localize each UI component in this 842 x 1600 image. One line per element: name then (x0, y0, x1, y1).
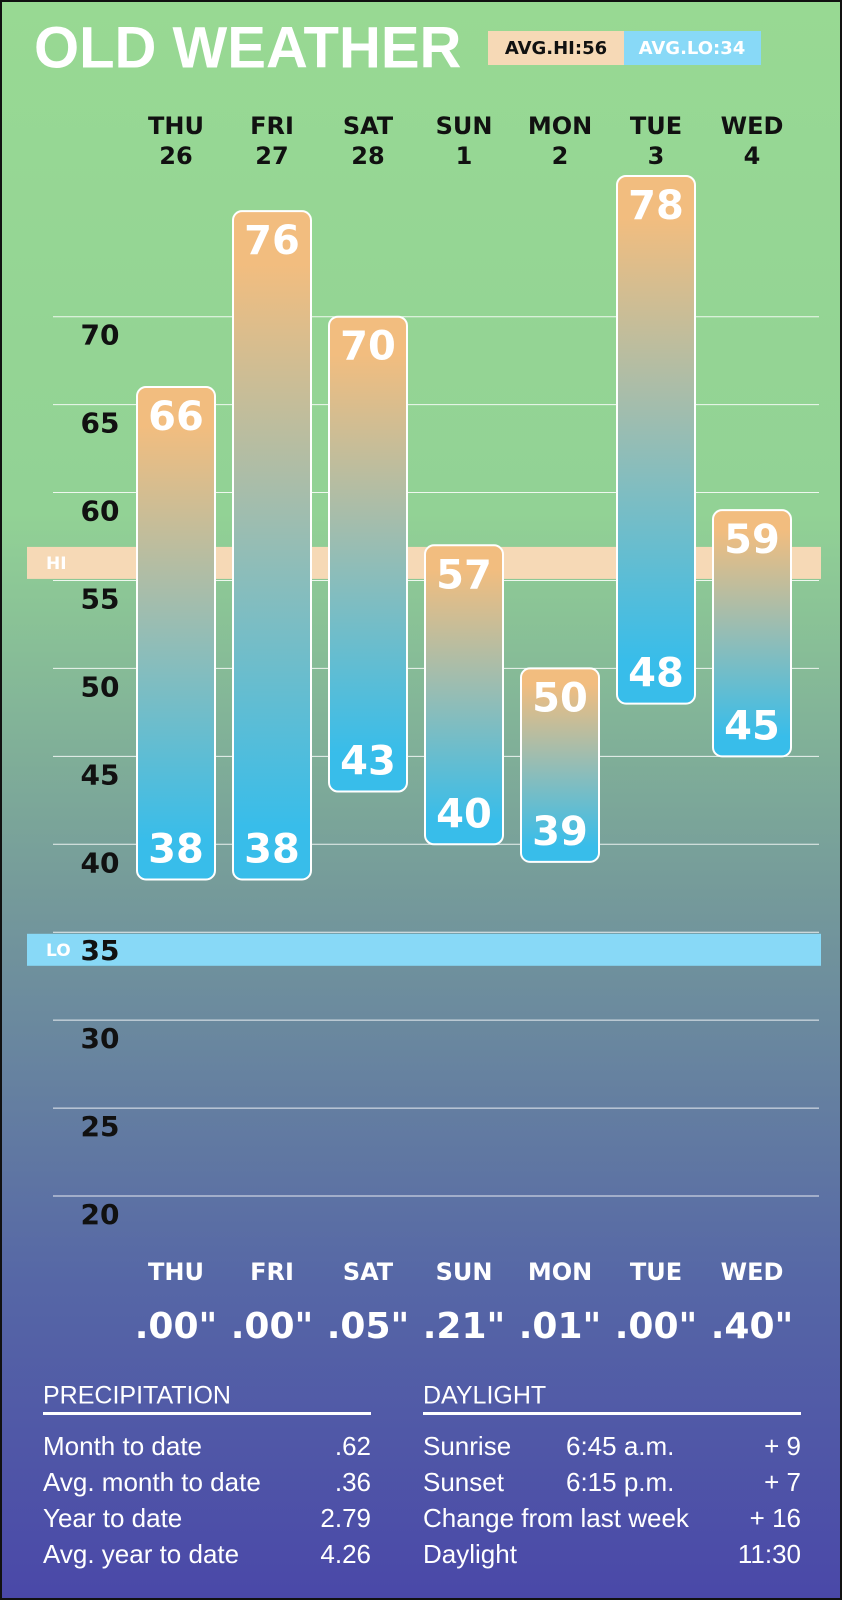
precip-day: SAT (343, 1258, 394, 1286)
y-tick-label: 45 (81, 758, 120, 791)
precip-day: FRI (250, 1258, 294, 1286)
table-cell: + 9 (764, 1431, 801, 1461)
day-label: TUE (630, 112, 682, 140)
low-label: 38 (148, 826, 204, 872)
temperature-bar (136, 386, 216, 881)
precip-day: WED (721, 1258, 784, 1286)
table-cell: 11:30 (738, 1539, 801, 1569)
y-tick-label: 50 (81, 670, 120, 703)
day-label: SAT (343, 112, 394, 140)
table-cell: Sunrise (423, 1431, 511, 1461)
low-label: 45 (724, 703, 780, 749)
low-label: 40 (436, 791, 492, 837)
average-box (488, 31, 625, 65)
temperature-bar (712, 509, 792, 758)
day-label: MON (528, 112, 592, 140)
table-cell: 2.79 (320, 1503, 371, 1533)
precip-value: .40" (711, 1306, 794, 1347)
date-label: 4 (744, 142, 761, 170)
table-cell: 6:45 a.m. (566, 1431, 674, 1461)
temperature-bar (424, 544, 504, 846)
temperature-bar (232, 210, 312, 881)
low-label: 39 (532, 809, 588, 855)
table-cell: Change from last week (423, 1503, 690, 1533)
high-label: 76 (244, 218, 300, 264)
temperature-bar (616, 175, 696, 705)
table-cell: + 16 (750, 1503, 801, 1533)
low-label: 43 (340, 739, 396, 785)
table-rule (43, 1412, 371, 1415)
table-cell: Year to date (43, 1503, 182, 1533)
date-label: 27 (255, 142, 288, 170)
table-title: DAYLIGHT (423, 1382, 546, 1410)
band-name: HI (46, 554, 67, 574)
title: OLD WEATHER (34, 15, 461, 80)
reference-band (27, 933, 821, 966)
y-tick-label: 70 (81, 319, 120, 352)
date-label: 28 (351, 142, 384, 170)
table-cell: Avg. year to date (43, 1539, 239, 1569)
high-label: 50 (532, 675, 588, 721)
high-label: 57 (436, 552, 492, 598)
y-tick-label: 65 (81, 407, 120, 440)
high-label: 78 (628, 183, 684, 229)
temperature-bar (520, 667, 600, 863)
table-cell: Sunset (423, 1467, 505, 1497)
table-cell: + 7 (764, 1467, 801, 1497)
table-cell: 4.26 (320, 1539, 371, 1569)
high-label: 70 (340, 324, 396, 370)
high-label: 66 (148, 394, 204, 440)
precip-day: THU (148, 1258, 204, 1286)
band-name: LO (46, 941, 71, 961)
table-cell: .62 (335, 1431, 371, 1461)
y-tick-label: 60 (81, 495, 120, 528)
date-label: 2 (552, 142, 569, 170)
day-label: THU (148, 112, 204, 140)
precip-value: .21" (423, 1306, 506, 1347)
precip-value: .00" (615, 1306, 698, 1347)
table-cell: Daylight (423, 1539, 518, 1569)
table-title: PRECIPITATION (43, 1382, 231, 1410)
low-label: 48 (628, 651, 684, 697)
precip-day: MON (528, 1258, 592, 1286)
date-label: 26 (159, 142, 192, 170)
table-rule (423, 1412, 801, 1415)
low-label: 38 (244, 826, 300, 872)
precip-day: TUE (630, 1258, 682, 1286)
precip-value: .00" (231, 1306, 314, 1347)
table-cell: .36 (335, 1467, 371, 1497)
precip-value: .05" (327, 1306, 410, 1347)
y-tick-label: 20 (81, 1198, 120, 1231)
y-tick-label: 30 (81, 1022, 120, 1055)
y-tick-label: 25 (81, 1110, 120, 1143)
table-cell: Month to date (43, 1431, 202, 1461)
precip-day: SUN (436, 1258, 493, 1286)
date-label: 3 (648, 142, 665, 170)
average-box (624, 31, 761, 65)
average-label: AVG.HI:56 (505, 38, 607, 59)
precip-value: .01" (519, 1306, 602, 1347)
y-tick-label: 35 (81, 934, 120, 967)
y-tick-label: 55 (81, 582, 120, 615)
average-label: AVG.LO:34 (639, 38, 746, 59)
table-cell: Avg. month to date (43, 1467, 261, 1497)
y-tick-label: 40 (81, 846, 120, 879)
day-label: SUN (436, 112, 493, 140)
day-label: FRI (250, 112, 294, 140)
table-cell: 6:15 p.m. (566, 1467, 674, 1497)
date-label: 1 (456, 142, 473, 170)
high-label: 59 (724, 517, 780, 563)
temperature-bar (328, 315, 408, 793)
day-label: WED (721, 112, 784, 140)
precip-value: .00" (135, 1306, 218, 1347)
